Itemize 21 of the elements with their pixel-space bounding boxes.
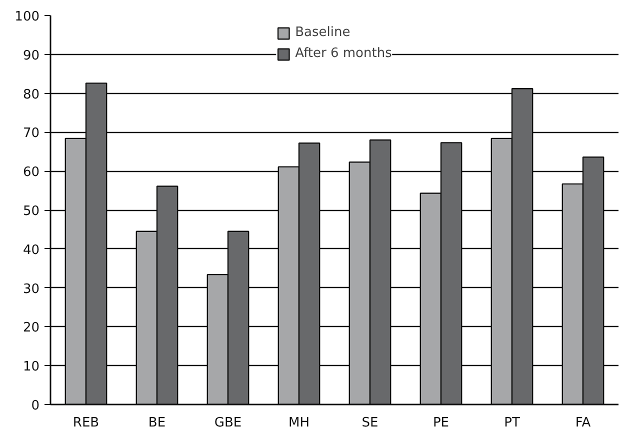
x-tick-label: SE [362,416,378,430]
y-tick-label: 80 [22,87,40,102]
y-tick-label: 90 [22,48,40,64]
x-tick-label: BE [148,416,166,430]
y-tick-label: 30 [22,282,40,297]
x-tick-label: REB [72,416,100,430]
x-tick-label: GBE [214,416,242,430]
y-tick-label: 10 [22,360,40,375]
x-tick-label: PE [432,416,450,430]
y-tick-label: 60 [22,165,40,180]
y-tick-label: 40 [22,242,40,258]
x-tick-label: MH [288,416,310,430]
legend-label: Baseline [295,25,350,40]
y-tick-label: 20 [22,320,40,336]
y-tick-label: 0 [31,398,40,414]
x-tick-label: FA [575,416,591,430]
y-tick-label: 50 [22,204,40,219]
legend-label: After 6 months [295,46,392,61]
y-tick-label: 100 [14,10,40,24]
x-tick-label: PT [504,416,520,430]
y-tick-label: 70 [22,126,40,142]
